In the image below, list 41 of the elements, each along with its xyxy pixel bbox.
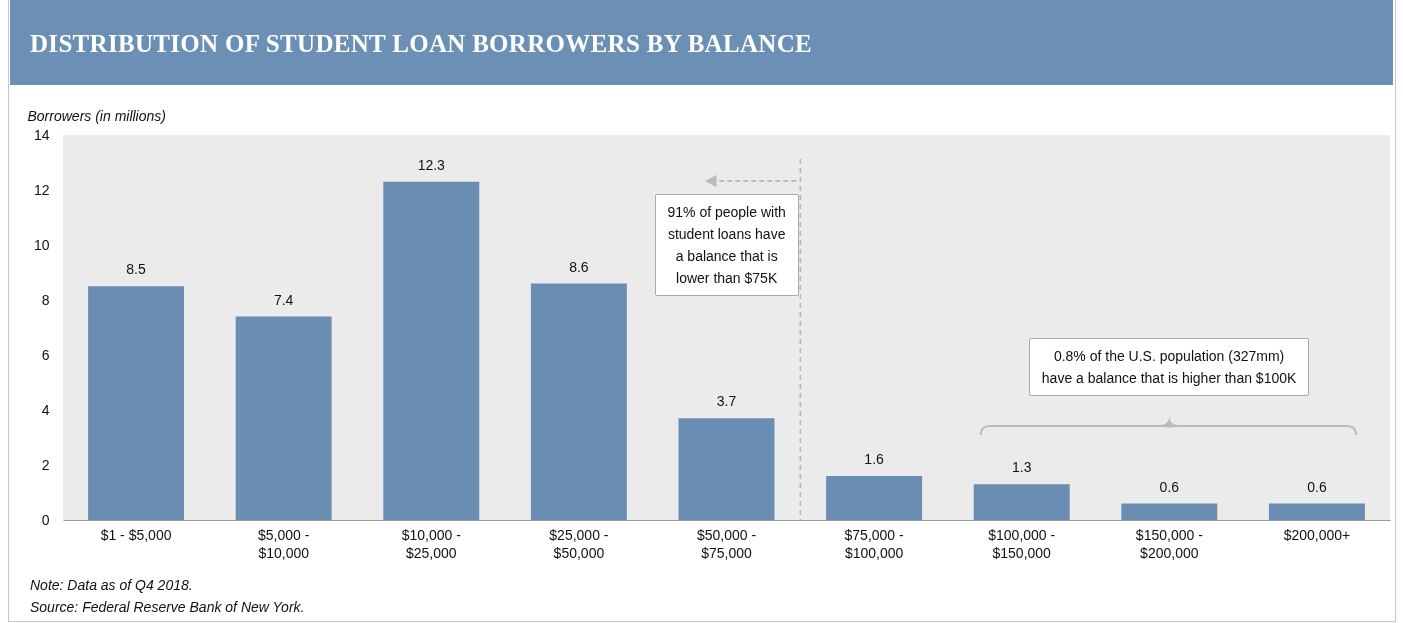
data-label: 1.6 bbox=[864, 451, 885, 467]
annotation: 0.8% of the U.S. population (327mm) have a balance that is higher than $100K bbox=[1028, 338, 1310, 396]
chart-title: DISTRIBUTION OF STUDENT LOAN BORROWERS BY BALANCE bbox=[30, 30, 812, 58]
data-label: 0.6 bbox=[1307, 478, 1327, 495]
x-tick-label: $75,000 - $100,000 bbox=[844, 526, 905, 561]
bar bbox=[973, 484, 1070, 520]
y-tick-label: 6 bbox=[41, 346, 50, 363]
source-note: Source: Federal Reserve Bank of New York. bbox=[30, 599, 305, 615]
data-label: 8.5 bbox=[126, 261, 147, 278]
bar bbox=[826, 476, 923, 520]
bar bbox=[1268, 503, 1365, 520]
annotation: 91% of people with student loans have a balance that is lower than $75K bbox=[654, 194, 799, 296]
y-tick-label: 8 bbox=[41, 291, 50, 308]
x-tick-label: $150,000 - $200,000 bbox=[1135, 526, 1204, 561]
y-tick-label: 4 bbox=[41, 401, 50, 418]
data-label: 12.3 bbox=[417, 156, 446, 173]
bar bbox=[678, 418, 775, 520]
data-label: 1.3 bbox=[1011, 459, 1032, 476]
data-label: 8.6 bbox=[569, 258, 589, 275]
y-axis-title: Borrowers (in millions) bbox=[27, 107, 166, 124]
data-label: 7.4 bbox=[273, 291, 294, 308]
text: Note: Data as of Q4 2018. bbox=[30, 577, 193, 593]
x-tick-label: $5,000 - $10,000 bbox=[257, 526, 310, 561]
x-tick-label: $50,000 - $75,000 bbox=[696, 526, 757, 561]
bar bbox=[530, 283, 627, 520]
bar bbox=[235, 316, 332, 520]
x-tick-label: $25,000 - $50,000 bbox=[549, 526, 609, 561]
data-label: 0.6 bbox=[1159, 478, 1180, 495]
x-tick-label: $100,000 - $150,000 bbox=[988, 526, 1056, 561]
bar bbox=[88, 286, 185, 520]
x-tick-label: $10,000 - $25,000 bbox=[401, 526, 462, 561]
y-tick-label: 12 bbox=[33, 181, 50, 198]
x-tick-label: $200,000+ bbox=[1283, 526, 1351, 543]
y-tick-label: 10 bbox=[33, 236, 50, 253]
y-tick-label: 2 bbox=[41, 456, 50, 473]
y-tick-label: 14 bbox=[33, 126, 50, 143]
bar bbox=[1121, 503, 1218, 520]
bar bbox=[383, 181, 480, 520]
x-tick-label: $1 - $5,000 bbox=[100, 526, 172, 543]
data-label: 3.7 bbox=[716, 393, 737, 410]
y-tick-label: 0 bbox=[41, 511, 50, 528]
